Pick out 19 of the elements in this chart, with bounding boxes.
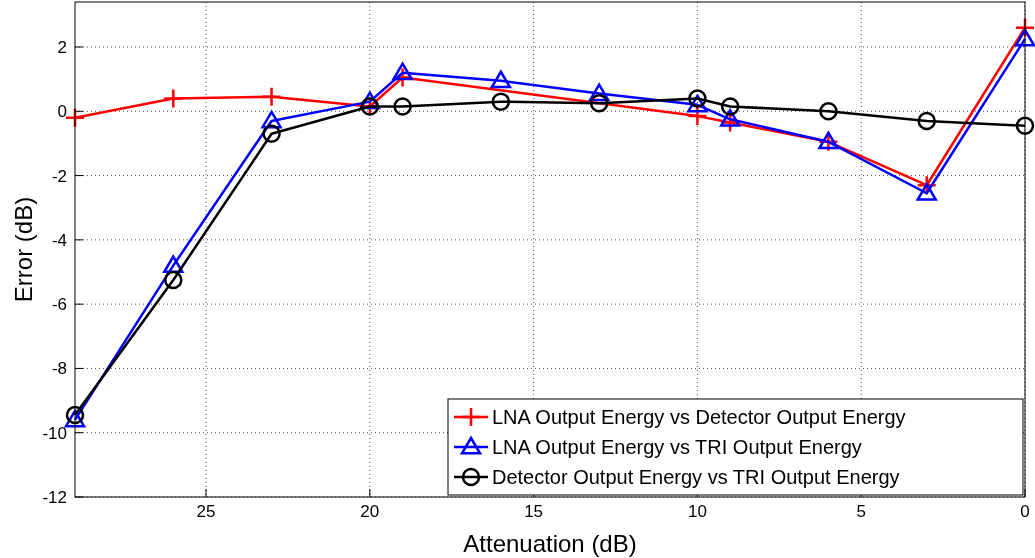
x-tick-label: 10 <box>687 502 707 521</box>
x-tick-label: 0 <box>1020 502 1030 521</box>
y-axis-title: Error (dB) <box>10 196 37 303</box>
y-tick-label: 2 <box>57 38 67 57</box>
y-tick-label: -4 <box>51 230 67 250</box>
x-tick-label: 15 <box>524 502 544 521</box>
x-axis-title: Attenuation (dB) <box>463 530 637 557</box>
legend-label: Detector Output Energy vs TRI Output Energy <box>492 466 900 488</box>
legend-label: LNA Output Energy vs TRI Output Energy <box>492 436 862 458</box>
y-tick-label: -8 <box>51 359 67 379</box>
legend-label: LNA Output Energy vs Detector Output Energy <box>492 406 906 428</box>
y-tick-label: -12 <box>42 488 67 507</box>
y-tick-label: -6 <box>51 295 67 315</box>
x-tick-label: 25 <box>196 502 216 521</box>
x-tick-label: 5 <box>856 502 866 521</box>
y-tick-label: -10 <box>42 423 67 443</box>
y-tick-label: -2 <box>51 166 67 186</box>
x-tick-label: 20 <box>360 502 380 521</box>
y-tick-label: 0 <box>57 102 67 122</box>
